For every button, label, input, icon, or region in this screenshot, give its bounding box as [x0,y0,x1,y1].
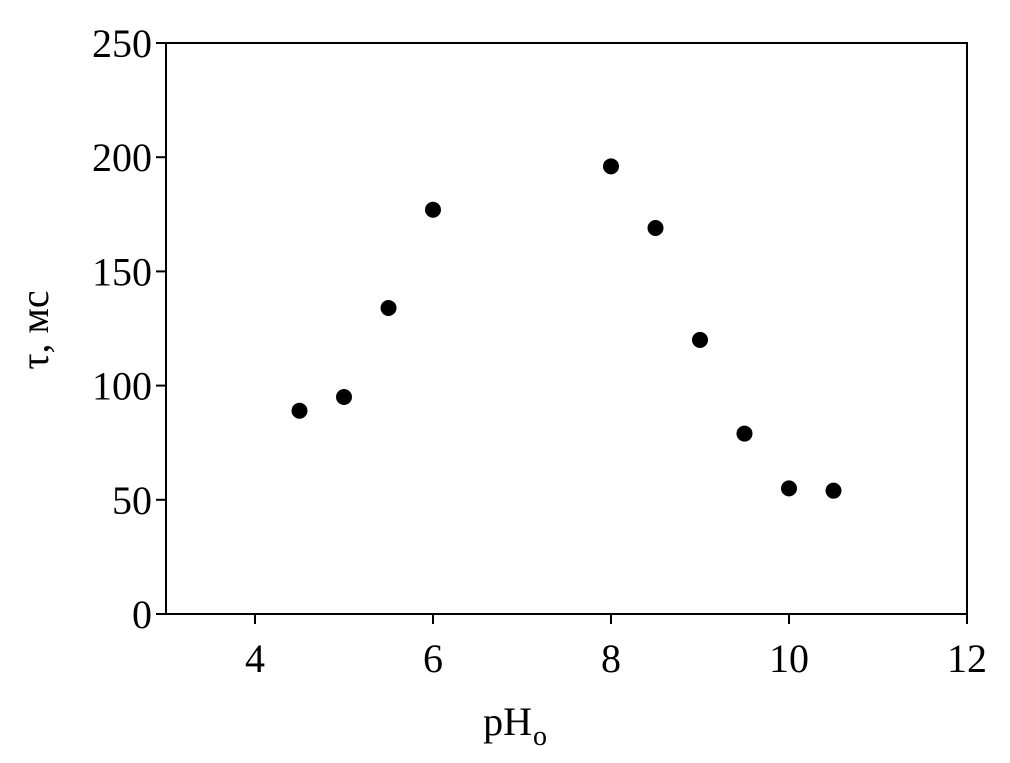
x-axis-label: pH [483,699,532,744]
y-tick-label: 100 [92,364,152,409]
point [425,201,441,218]
point [692,331,708,348]
y-tick-label: 200 [92,135,152,180]
plot-frame [165,42,968,615]
point [647,220,664,237]
y-axis-label: τ, мс [12,290,57,369]
point [736,425,753,442]
x-tick-label: 10 [769,636,809,681]
x-tick-label: 8 [601,636,621,681]
point [603,158,619,175]
y-tick-label: 0 [132,592,152,637]
point [781,480,797,497]
point [825,482,842,499]
point [380,299,397,316]
point [291,402,308,419]
y-tick-label: 250 [92,21,152,66]
x-tick-label: 12 [947,636,987,681]
x-axis-label-subscript: o [533,721,547,752]
x-tick-label: 6 [423,636,443,681]
x-tick-label: 4 [245,636,265,681]
y-tick-label: 50 [112,478,152,523]
point [336,389,352,406]
y-tick-label: 150 [92,249,152,294]
